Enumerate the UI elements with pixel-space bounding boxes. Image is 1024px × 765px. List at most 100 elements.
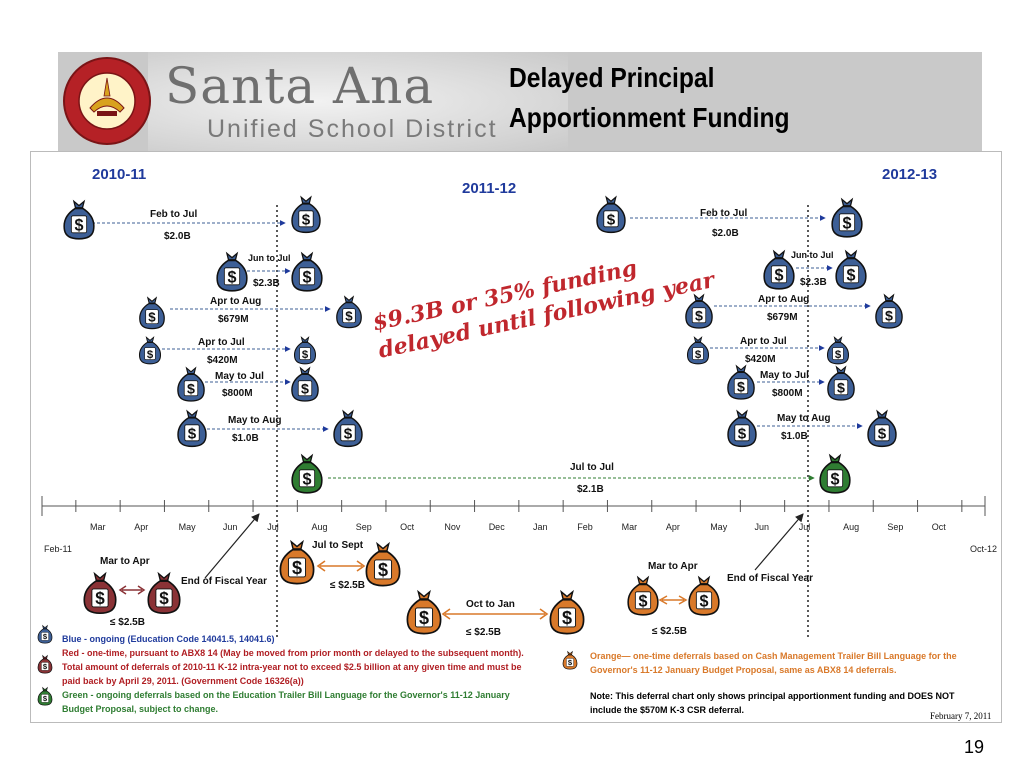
right-deferral-amount-5: $800M <box>772 388 803 399</box>
svg-text:$: $ <box>43 694 48 703</box>
timeline-month-label: Apr <box>134 522 149 532</box>
svg-text:$: $ <box>419 608 429 628</box>
timeline-month-label: Dec <box>488 522 505 532</box>
blue-money-bag-icon: $ <box>37 624 53 644</box>
right-deferral-period-1: Feb to Jul <box>700 208 748 219</box>
legend-red-1: Red - one-time, pursuant to ABX8 14 (May… <box>62 648 524 658</box>
timeline-start: Feb-11 <box>44 544 72 554</box>
red-money-bag-icon: $ <box>37 654 53 674</box>
svg-text:$: $ <box>737 380 745 396</box>
right-deferral-period-6: May to Aug <box>777 413 831 424</box>
year-2012-13: 2012-13 <box>882 166 938 183</box>
svg-text:$: $ <box>302 211 311 228</box>
svg-text:$: $ <box>147 349 154 361</box>
timeline-month-label: May <box>178 522 196 532</box>
svg-text:$: $ <box>303 470 312 488</box>
svg-text:$: $ <box>345 309 353 324</box>
title-line-2: Apportionment Funding <box>509 102 790 133</box>
orange-money-bag-icon: $ <box>562 650 578 670</box>
timeline-month-label: Oct <box>400 522 415 532</box>
legend-blue: Blue - ongoing (Education Code 14041.5, … <box>62 634 275 644</box>
timeline-month-label: Feb <box>577 522 593 532</box>
legend-red-2: Total amount of deferrals of 2010-11 K-1… <box>62 662 522 672</box>
svg-text:$: $ <box>878 425 887 442</box>
orange-money-bag-icon: $ <box>626 574 660 617</box>
svg-text:$: $ <box>885 309 893 325</box>
blue-money-bag-icon: $ <box>726 408 758 448</box>
svg-text:$: $ <box>607 211 616 228</box>
timeline-month-label: Nov <box>444 522 461 532</box>
brand-subtitle: Unified School District <box>207 115 498 143</box>
blue-money-bag-icon: $ <box>826 364 856 402</box>
svg-text:$: $ <box>847 266 856 284</box>
left-deferral-period-1: Feb to Jul <box>150 209 198 220</box>
svg-text:$: $ <box>187 382 195 398</box>
blue-money-bag-icon: $ <box>834 248 868 291</box>
left-deferral-period-2: Jun to Jul <box>248 253 291 263</box>
timeline-end: Oct-12 <box>970 544 998 554</box>
svg-text:$: $ <box>738 425 747 442</box>
orange-money-bag-icon: $ <box>364 540 402 588</box>
red-deferral-amount: ≤ $2.5B <box>110 617 145 628</box>
left-deferral-amount-2: $2.3B <box>253 278 280 289</box>
timeline-month-label: Mar <box>621 522 638 532</box>
timeline-month-label: Sep <box>887 522 904 532</box>
year-2011-12: 2011-12 <box>462 180 517 197</box>
svg-text:$: $ <box>700 592 709 610</box>
svg-text:$: $ <box>188 425 197 442</box>
right-deferral-amount-4: $420M <box>745 354 776 365</box>
orange-deferral-amount-2: ≤ $2.5B <box>466 627 501 638</box>
blue-money-bag-icon: $ <box>762 248 796 291</box>
blue-money-bag-icon: $ <box>176 365 206 403</box>
legend-green-2: Budget Proposal, subject to change. <box>62 704 219 714</box>
orange-deferral-amount-1: ≤ $2.5B <box>330 580 365 591</box>
legend-red-3: paid back by April 29, 2011. (Government… <box>62 676 304 686</box>
blue-money-bag-icon: $ <box>138 335 162 365</box>
svg-text:$: $ <box>292 558 302 578</box>
green-deferral-amount: $2.1B <box>577 484 604 495</box>
blue-money-bag-icon: $ <box>830 196 864 239</box>
blue-money-bag-icon: $ <box>874 292 904 330</box>
svg-text:$: $ <box>301 382 309 398</box>
red-deferral-period: Mar to Apr <box>100 556 150 567</box>
orange-deferral-period-2: Oct to Jan <box>466 599 515 610</box>
right-deferral-amount-1: $2.0B <box>712 228 739 239</box>
blue-money-bag-icon: $ <box>595 194 627 234</box>
blue-money-bag-icon: $ <box>62 198 96 241</box>
orange-money-bag-icon: $ <box>278 538 316 586</box>
blue-money-bag-icon: $ <box>332 408 364 448</box>
brand-name: Santa Ana <box>165 57 435 115</box>
header-banner <box>58 52 982 151</box>
fiscal-year-label-left: End of Fiscal Year <box>181 576 267 587</box>
legend-green-1: Green - ongoing deferrals based on the E… <box>62 690 510 700</box>
right-deferral-amount-2: $2.3B <box>800 277 827 288</box>
chart-panel <box>30 151 1002 723</box>
right-deferral-amount-6: $1.0B <box>781 431 808 442</box>
left-deferral-period-4: Apr to Jul <box>198 337 245 348</box>
svg-text:$: $ <box>835 349 842 361</box>
page-number: 19 <box>963 737 984 757</box>
right-deferral-period-3: Apr to Aug <box>758 294 810 305</box>
svg-text:$: $ <box>302 349 309 361</box>
orange-deferral-period-1: Jul to Sept <box>312 540 364 551</box>
timeline-month-label: Jan <box>533 522 548 532</box>
timeline-month-label: Jun <box>754 522 770 532</box>
right-deferral-period-4: Apr to Jul <box>740 336 787 347</box>
timeline-month-label: May <box>710 522 728 532</box>
legend-note-2: include the $570M K-3 CSR deferral. <box>590 705 745 715</box>
timeline-month-label: Sep <box>355 522 372 532</box>
year-2010-11: 2010-11 <box>92 166 147 183</box>
right-deferral-period-5: May to Jul <box>760 370 809 381</box>
blue-money-bag-icon: $ <box>335 294 363 329</box>
svg-text:$: $ <box>228 268 237 286</box>
orange-deferral-amount-3: ≤ $2.5B <box>652 626 687 637</box>
left-deferral-amount-5: $800M <box>222 388 253 399</box>
svg-text:$: $ <box>378 560 388 580</box>
district-seal-icon <box>63 57 151 145</box>
blue-money-bag-icon: $ <box>293 335 317 365</box>
timeline-month-label: Aug <box>843 522 860 532</box>
blue-money-bag-icon: $ <box>290 365 320 403</box>
orange-money-bag-icon: $ <box>405 588 443 636</box>
legend-orange-1: Orange— one-time deferrals based on Cash… <box>590 651 957 661</box>
